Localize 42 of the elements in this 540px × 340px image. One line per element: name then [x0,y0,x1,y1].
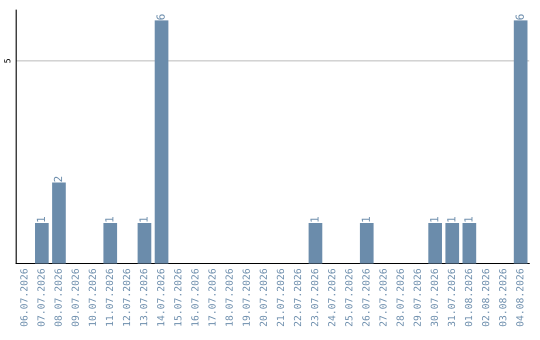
x-tick-label: 25.07.2026 [345,268,352,326]
data-label: 1 [464,217,472,222]
x-tick-label: 19.07.2026 [242,268,250,326]
data-label: 6 [516,14,524,20]
x-tick-label: 03.08.2026 [499,268,506,326]
x-tick-label: 13.07.2026 [140,268,148,326]
x-tick-label: 16.07.2026 [191,268,199,326]
data-label: 2 [54,176,62,182]
x-tick-label: 31.07.2026 [448,268,456,326]
x-tick-label: 10.07.2026 [88,268,96,326]
x-tick-label: 14.07.2026 [157,268,164,326]
data-label: 1 [447,217,456,222]
x-tick-label: 07.07.2026 [37,268,45,326]
x-tick-label: 23.07.2026 [310,268,318,326]
data-label: 1 [105,217,114,222]
x-tick-label: 15.07.2026 [174,268,182,326]
data-label: 1 [362,217,370,222]
x-tick-label: 22.07.2026 [294,268,302,326]
x-tick-label: 02.08.2026 [482,268,490,326]
x-tick-label: 28.07.2026 [396,268,404,326]
data-label: 1 [430,217,438,222]
data-label: 6 [156,14,165,20]
x-tick-label: 24.07.2026 [328,268,336,326]
x-tick-label: 12.07.2026 [122,268,130,326]
x-tick-label: 09.07.2026 [72,268,79,326]
x-tick-label: 30.07.2026 [430,268,438,326]
x-tick-label: 17.07.2026 [208,268,216,326]
x-tick-label: 08.07.2026 [54,268,62,326]
x-tick-label: 06.07.2026 [20,268,28,326]
x-tick-label: 04.08.2026 [516,268,524,326]
x-tick-label: 26.07.2026 [362,268,370,326]
data-label: 1 [310,217,319,222]
x-tick-label: 20.07.2026 [260,268,267,326]
x-tick-label: 11.07.2026 [106,268,114,326]
x-tick-label: 01.08.2026 [464,268,472,326]
x-tick-label: 21.07.2026 [276,268,284,326]
x-tick-label: 18.07.2026 [225,268,233,326]
x-tick-label: 27.07.2026 [379,268,387,326]
data-label: 1 [139,217,148,222]
data-label: 1 [36,217,45,222]
y-tick-label: 5 [4,59,10,63]
x-tick-label: 29.07.2026 [414,268,421,326]
